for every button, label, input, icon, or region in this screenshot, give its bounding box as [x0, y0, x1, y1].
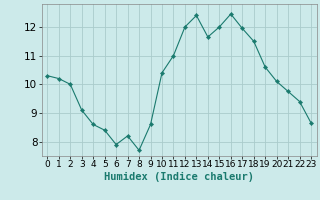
X-axis label: Humidex (Indice chaleur): Humidex (Indice chaleur): [104, 172, 254, 182]
